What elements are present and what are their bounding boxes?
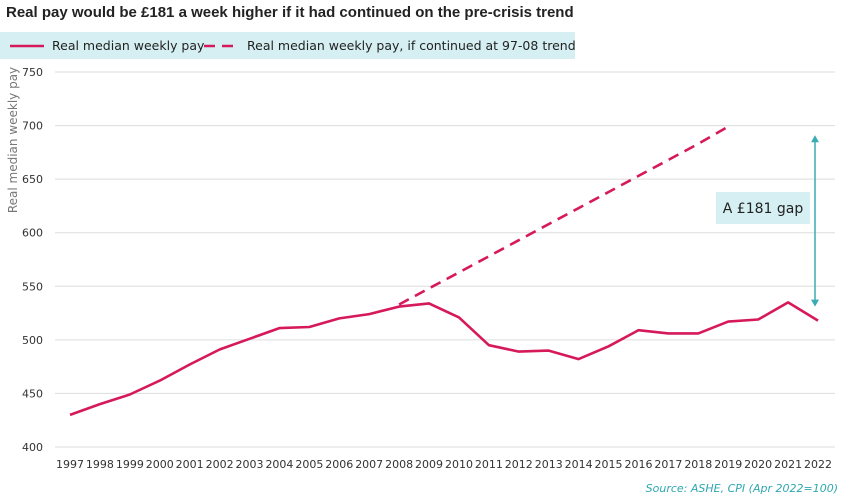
x-tick-label: 2019 xyxy=(714,458,742,471)
x-tick-label: 2014 xyxy=(565,458,593,471)
y-tick-label: 550 xyxy=(22,280,43,293)
x-tick-label: 1999 xyxy=(116,458,144,471)
legend-label-trend: Real median weekly pay, if continued at … xyxy=(247,38,576,53)
gap-label: A £181 gap xyxy=(723,201,804,217)
x-tick-label: 2008 xyxy=(385,458,413,471)
x-tick-label: 2007 xyxy=(355,458,383,471)
legend: Real median weekly pay Real median weekly… xyxy=(0,32,576,59)
x-tick-label: 2004 xyxy=(265,458,293,471)
x-tick-label: 1998 xyxy=(86,458,114,471)
y-tick-label: 500 xyxy=(22,334,43,347)
x-tick-label: 2022 xyxy=(804,458,832,471)
source-note: Source: ASHE, CPI (Apr 2022=100) xyxy=(646,482,838,495)
chart-title: Real pay would be £181 a week higher if … xyxy=(6,4,574,21)
x-tick-label: 2013 xyxy=(535,458,563,471)
y-tick-label: 450 xyxy=(22,387,43,400)
gap-label-box xyxy=(716,192,810,224)
x-tick-label: 2020 xyxy=(744,458,772,471)
y-tick-label: 650 xyxy=(22,173,43,186)
y-axis-title: Real median weekly pay xyxy=(6,67,20,213)
x-tick-label: 2012 xyxy=(505,458,533,471)
x-tick-label: 2017 xyxy=(654,458,682,471)
gap-arrow-head-down xyxy=(811,299,819,307)
x-tick-label: 2021 xyxy=(774,458,802,471)
y-tick-label: 600 xyxy=(22,227,43,240)
x-tick-label: 2009 xyxy=(415,458,443,471)
y-tick-labels: 400 450 500 550 600 650 700 750 xyxy=(22,66,43,454)
y-tick-label: 750 xyxy=(22,66,43,79)
x-tick-label: 2001 xyxy=(176,458,204,471)
gap-arrow-head-up xyxy=(811,135,819,143)
x-tick-labels: 1997 1998 1999 2000 2001 2002 2003 2004 2005 2006… xyxy=(56,458,832,471)
x-tick-label: 2002 xyxy=(206,458,234,471)
x-tick-label: 2010 xyxy=(445,458,473,471)
legend-background xyxy=(0,32,575,59)
trend-series-line xyxy=(398,125,729,306)
x-tick-label: 2016 xyxy=(624,458,652,471)
x-tick-label: 1997 xyxy=(56,458,84,471)
x-tick-label: 2015 xyxy=(595,458,623,471)
legend-label-actual: Real median weekly pay xyxy=(52,38,205,53)
x-tick-label: 2018 xyxy=(684,458,712,471)
gap-annotation: A £181 gap xyxy=(716,135,819,307)
x-tick-label: 2003 xyxy=(236,458,264,471)
series-lines xyxy=(69,125,819,417)
y-tick-label: 700 xyxy=(22,120,43,133)
x-tick-label: 2006 xyxy=(325,458,353,471)
y-tick-label: 400 xyxy=(22,441,43,454)
x-tick-label: 2000 xyxy=(146,458,174,471)
gridlines xyxy=(55,71,835,448)
x-tick-label: 2011 xyxy=(475,458,503,471)
actual-pay-series-line xyxy=(69,301,819,417)
x-tick-label: 2005 xyxy=(295,458,323,471)
